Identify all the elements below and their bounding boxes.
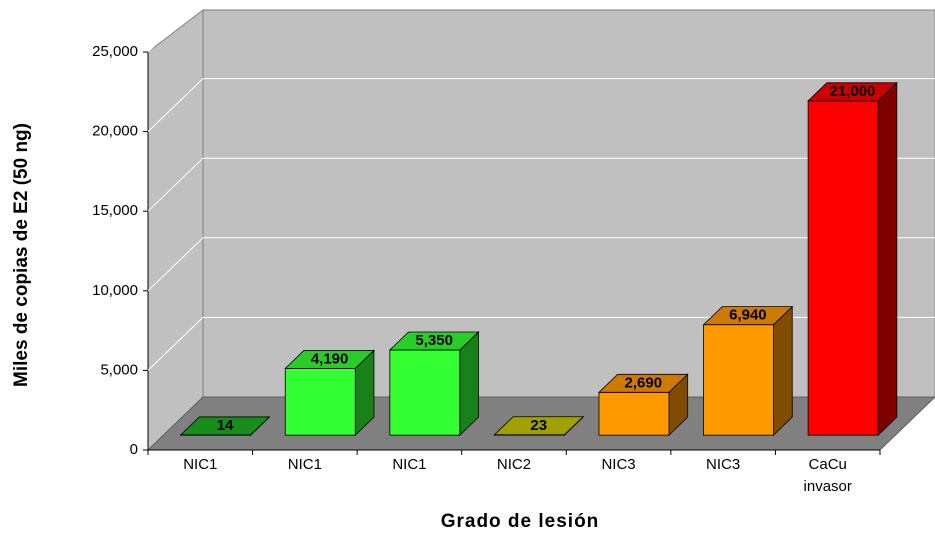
bar-top (284, 350, 375, 369)
grid-line (147, 317, 204, 371)
value-label: 21,000 (830, 83, 876, 100)
grid-line (147, 157, 204, 212)
grid-line (147, 237, 204, 292)
x-axis-title: Grado de lesión (441, 511, 600, 532)
x-tick-label: NIC2 (496, 456, 532, 473)
y-axis-title: Miles de copias de E2 (50 ng) (11, 123, 32, 387)
x-tick-label: NIC1 (287, 456, 322, 473)
bar-top (597, 373, 689, 393)
value-label: 6,940 (729, 307, 767, 324)
grid-line (147, 78, 204, 132)
bar (284, 368, 356, 436)
y-tick-label: 20,000 (92, 123, 138, 140)
x-tick-label: NIC3 (706, 456, 741, 473)
bar-top (388, 331, 480, 351)
x-tick-label: CaCu invasor (803, 456, 852, 495)
value-label: 4,190 (311, 350, 349, 367)
bar-top (493, 416, 585, 436)
x-tick-label: NIC1 (183, 456, 218, 473)
bar-side (773, 305, 793, 437)
bar (598, 391, 670, 436)
bar-top (702, 306, 794, 326)
y-tick-label: 5,000 (100, 361, 138, 378)
bar-side (877, 81, 898, 437)
x-tick-label: NIC3 (601, 456, 636, 473)
bar-top (807, 82, 898, 102)
value-label: 2,690 (625, 374, 663, 391)
value-label: 5,350 (415, 332, 453, 349)
bar (389, 349, 461, 436)
y-tick-label: 0 (130, 441, 138, 458)
grid-line (147, 0, 203, 53)
bar-top (179, 416, 271, 436)
bar (807, 100, 879, 436)
y-tick-label: 15,000 (92, 202, 138, 219)
left-wall (147, 8, 204, 452)
y-tick-label: 10,000 (92, 282, 138, 299)
y-tick-label: 25,000 (92, 43, 138, 60)
value-label: 23 (530, 417, 547, 434)
bar (703, 324, 774, 436)
x-tick-label: NIC1 (392, 456, 427, 473)
value-label: 14 (217, 417, 234, 434)
